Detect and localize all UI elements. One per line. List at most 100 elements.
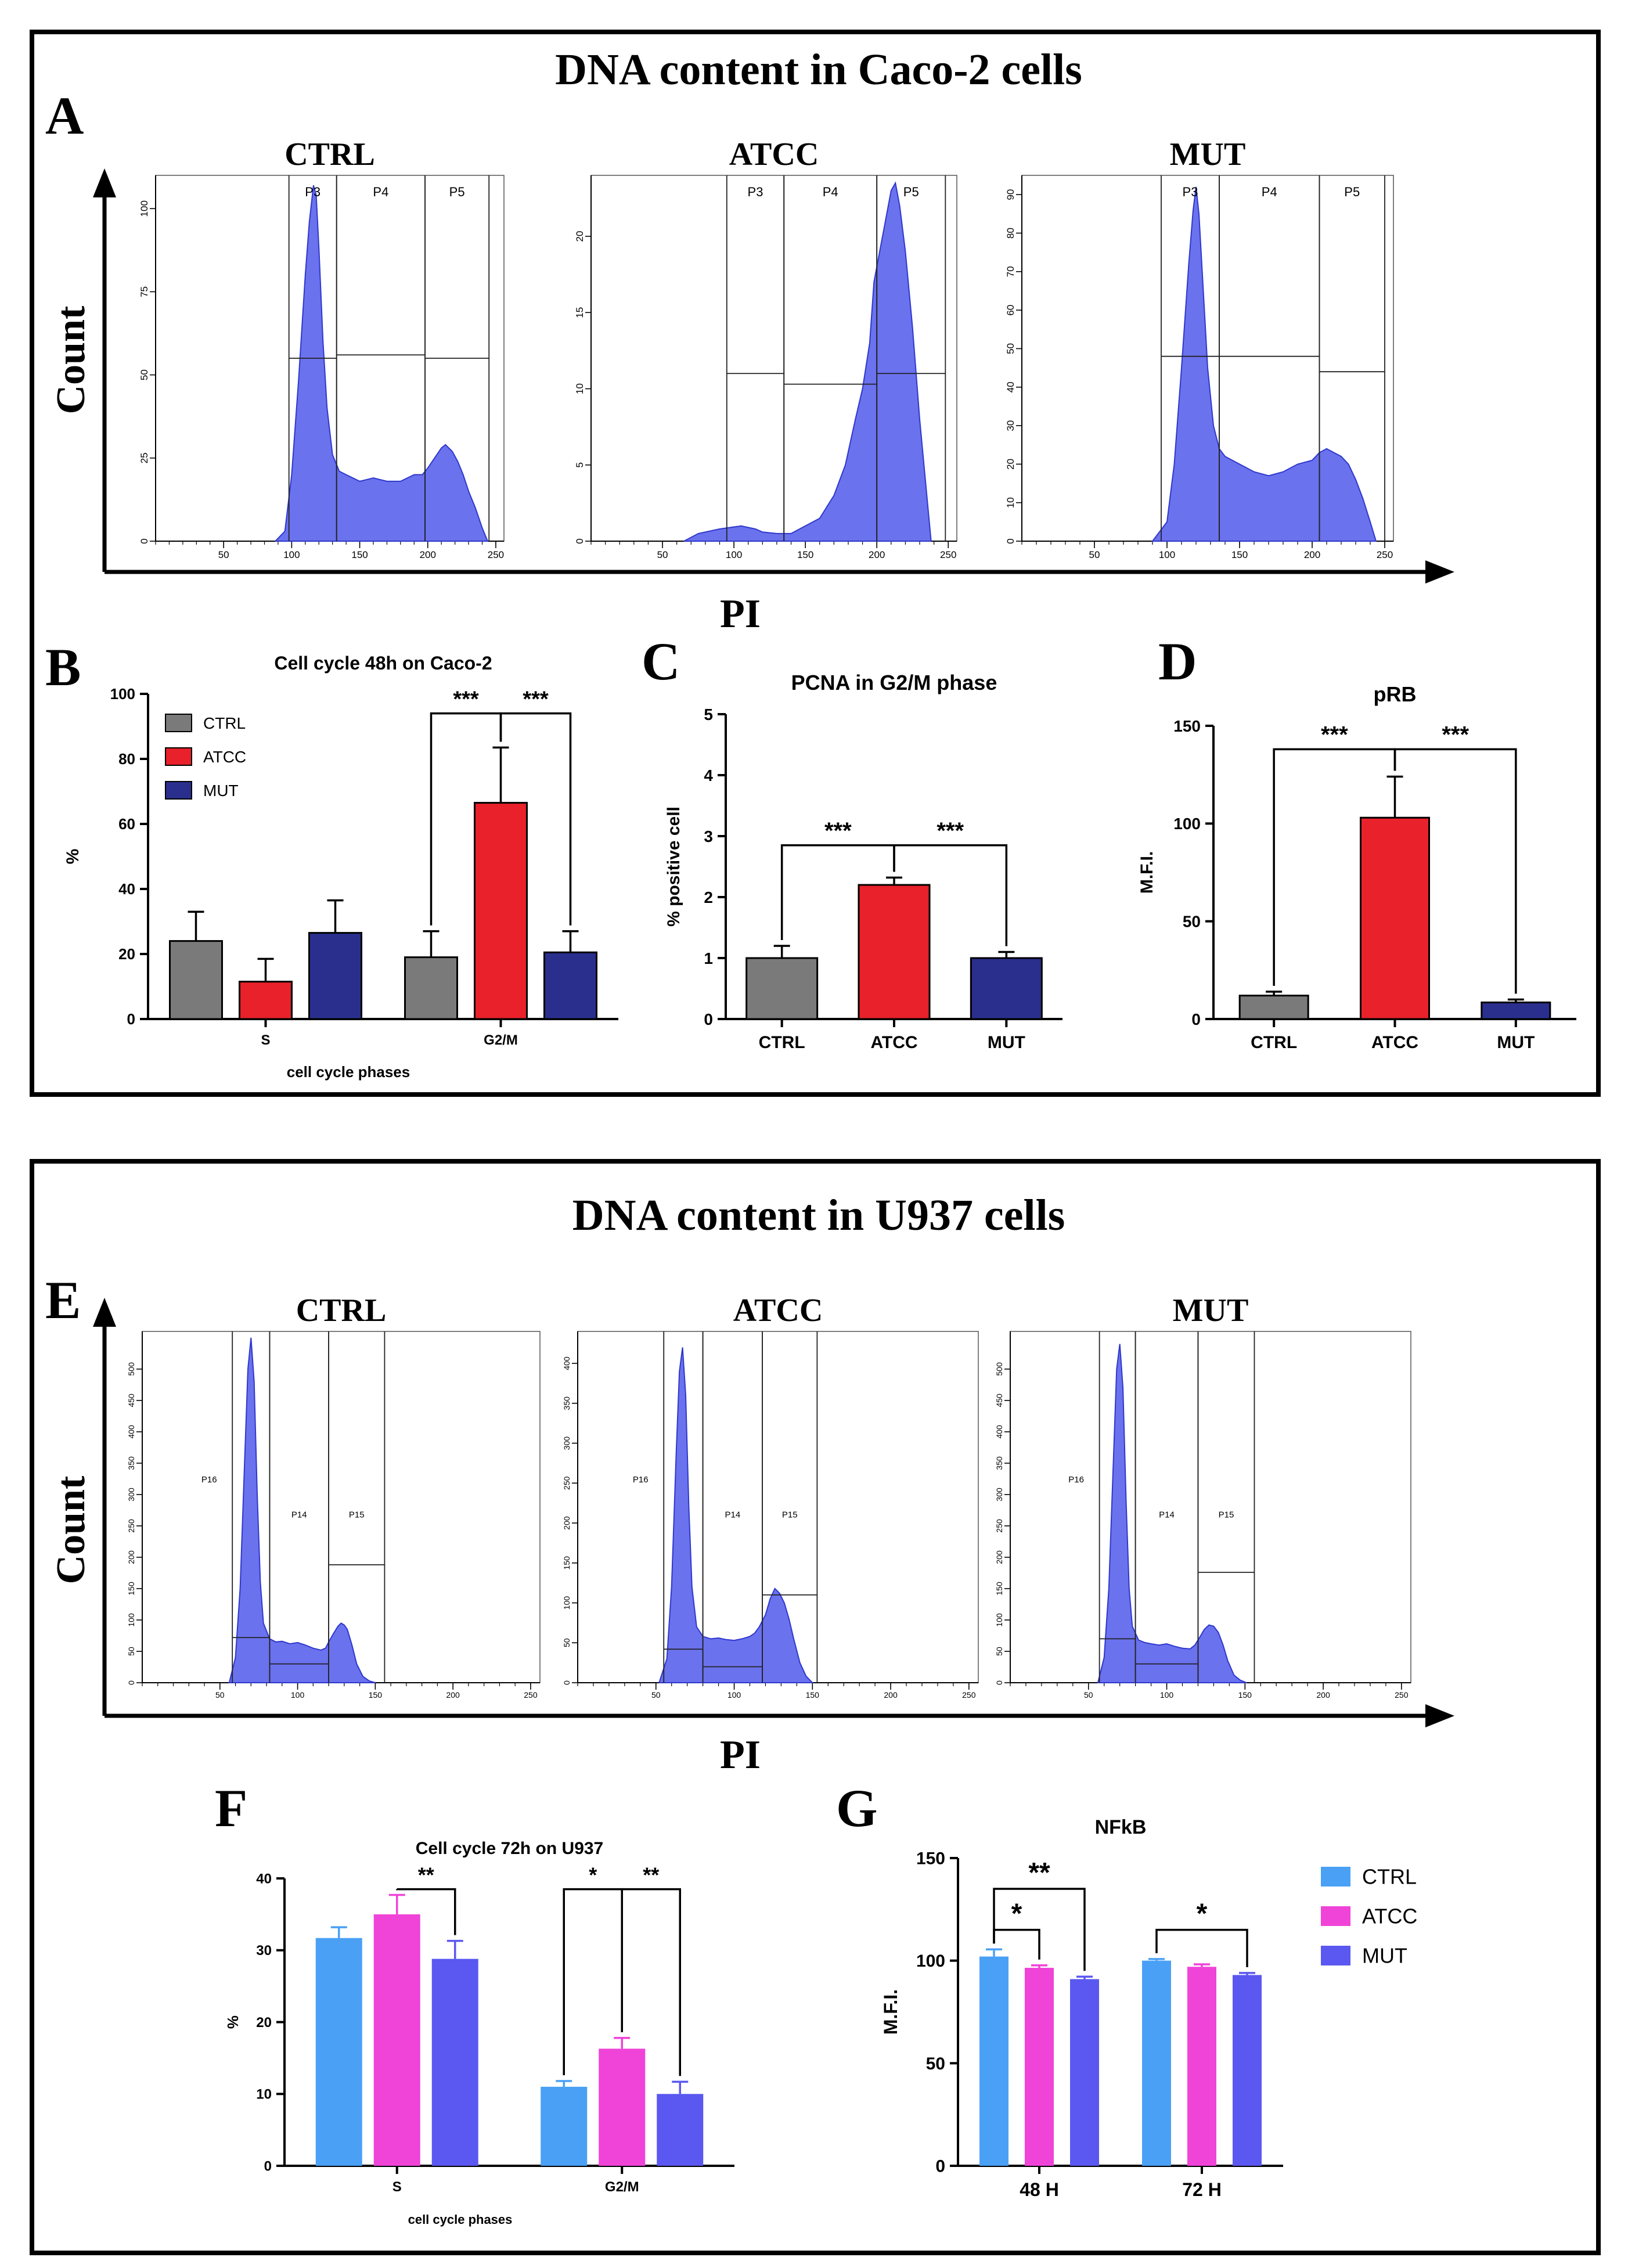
y-tick-label: 25 [139, 452, 150, 463]
legend-label: ATCC [203, 748, 246, 766]
y-tick-label: 10 [574, 383, 585, 394]
panel-letter-e: E [45, 1270, 81, 1330]
pi-label-top: PI [720, 592, 761, 636]
y-tick-label: 500 [127, 1362, 136, 1376]
y-tick-label: 30 [1005, 420, 1016, 431]
gate-label: P14 [1159, 1510, 1175, 1520]
y-tick-label: 20 [118, 945, 135, 963]
histogram-a-ctrl: CTRL 50 100 150 200 250 0 25 50 75 100 P3 P4 P5 [139, 136, 505, 560]
x-tick-label: MUT [1497, 1033, 1535, 1052]
y-tick-label: 100 [127, 1613, 136, 1627]
legend-label: MUT [1362, 1944, 1407, 1968]
histogram-e-mut: MUT 50 100 150 200 250 0 50 100 150 200 250 300 350 40… [995, 1293, 1411, 1700]
bar [599, 2049, 646, 2166]
legend-swatch [1321, 1946, 1350, 1965]
top-box-title: DNA content in Caco-2 cells [555, 45, 1082, 94]
bar [543, 951, 597, 1020]
y-tick-label: 5 [574, 462, 585, 467]
y-tick-label: 150 [916, 1849, 945, 1869]
panel-letter-b: B [45, 638, 81, 697]
significance-label: ** [643, 1863, 659, 1887]
legend-label: ATCC [1362, 1905, 1417, 1928]
bar [1360, 816, 1430, 1020]
x-tick-label: 50 [1084, 1690, 1093, 1700]
bar [308, 932, 362, 1020]
pi-axis-arrow-top-head [1425, 560, 1454, 584]
x-tick-label: 50 [657, 549, 668, 560]
legend-swatch [165, 747, 192, 766]
y-tick-label: 350 [995, 1456, 1004, 1470]
x-tick-label: 150 [797, 549, 813, 560]
y-tick-label: 100 [995, 1613, 1004, 1627]
y-axis-label: M.F.I. [880, 1989, 901, 2035]
y-tick-label: 100 [916, 1952, 945, 1971]
x-tick-label: 150 [369, 1690, 383, 1700]
x-tick-label: 250 [940, 549, 956, 560]
x-tick-label: 150 [1231, 549, 1248, 560]
y-tick-label: 0 [562, 1680, 571, 1685]
x-tick-label: 200 [420, 549, 436, 560]
gate-label: P4 [373, 185, 388, 199]
y-tick-label: 400 [562, 1356, 571, 1370]
y-tick-label: 10 [256, 2087, 272, 2103]
gate-label: P15 [782, 1510, 798, 1520]
x-tick-label: 100 [1159, 549, 1175, 560]
significance-label: *** [1321, 722, 1348, 747]
y-tick-label: 60 [1005, 305, 1016, 316]
significance-bracket [993, 1888, 1086, 1971]
y-tick-label: 50 [1183, 912, 1201, 930]
y-tick-label: 10 [1005, 497, 1016, 508]
bottom-panel-frame [30, 1159, 1601, 2255]
bar [979, 1956, 1009, 2166]
y-tick-label: 350 [562, 1396, 571, 1410]
significance-label: * [1197, 1899, 1208, 1929]
gate-label: P3 [1183, 185, 1198, 199]
significance-bracket [499, 712, 572, 926]
histogram-area [658, 1347, 814, 1683]
histogram-a-mut: MUT 50 100 150 200 250 0 10 20 30 40 50 60 70 80 90 P3 P4… [1005, 136, 1394, 560]
y-tick-label: 100 [562, 1596, 571, 1610]
y-axis-label: % positive cell [664, 807, 683, 927]
x-tick-label: 150 [1238, 1690, 1252, 1700]
x-tick-label: 72 H [1182, 2179, 1222, 2200]
panel-letter-a: A [45, 86, 84, 145]
y-tick-label: 450 [127, 1394, 136, 1407]
histogram-area [275, 185, 489, 542]
bar [1070, 1979, 1099, 2166]
count-label-top: Count [49, 306, 93, 415]
y-axis-label: % [224, 2015, 242, 2029]
chart-title: PCNA in G2/M phase [791, 671, 997, 694]
y-tick-label: 80 [118, 750, 135, 768]
x-tick-label: ATCC [870, 1033, 917, 1052]
y-tick-label: 300 [127, 1488, 136, 1502]
bar-chart-b: Cell cycle 48h on Caco-2 0 20 40 60 80 100% cel… [63, 653, 618, 1081]
x-tick-label: S [261, 1032, 270, 1048]
significance-bracket [396, 1888, 456, 1935]
y-tick-label: 300 [995, 1488, 1004, 1502]
histogram-area [1151, 186, 1377, 542]
pi-axis-arrow-bottom-head [1425, 1704, 1454, 1727]
histogram-e-atcc: ATCC 50 100 150 200 250 0 50 100 150 200 250 300 350 4… [562, 1293, 979, 1700]
histogram-area [228, 1337, 376, 1683]
x-tick-label: 250 [1377, 549, 1393, 560]
x-tick-label: 100 [283, 549, 300, 560]
bar [1233, 1975, 1262, 2166]
y-tick-label: 2 [704, 888, 713, 906]
histogram-a-atcc: ATCC 50 100 150 200 250 0 5 10 15 20 P3 P4 P5 [574, 136, 957, 560]
x-tick-label: ATCC [1371, 1033, 1418, 1052]
y-tick-label: 450 [995, 1394, 1004, 1407]
gate-label: P14 [291, 1510, 307, 1520]
bar [1187, 1967, 1216, 2166]
y-tick-label: 4 [704, 766, 713, 784]
bar [404, 956, 458, 1020]
histogram-title: MUT [1173, 1293, 1249, 1329]
bar [474, 802, 528, 1020]
gate-label: P4 [1262, 185, 1277, 199]
y-tick-label: 90 [1005, 189, 1016, 200]
histogram-title: ATCC [733, 1293, 823, 1329]
significance-label: *** [937, 818, 964, 844]
significance-bracket [621, 1888, 681, 2076]
significance-label: ** [1028, 1857, 1050, 1888]
significance-bracket [993, 1928, 1040, 1960]
bar [1142, 1960, 1171, 2166]
